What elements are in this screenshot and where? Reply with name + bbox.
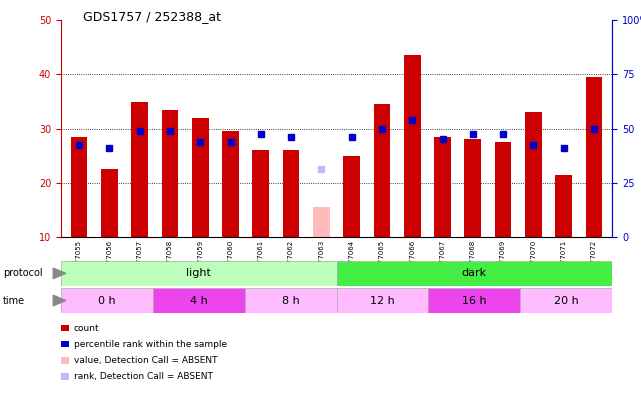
Bar [434,137,451,237]
Text: 16 h: 16 h [462,296,487,305]
Bar [555,175,572,237]
Bar [337,261,612,286]
Text: light: light [187,269,211,278]
Text: 0 h: 0 h [98,296,115,305]
Text: value, Detection Call = ABSENT: value, Detection Call = ABSENT [74,356,217,365]
Text: percentile rank within the sample: percentile rank within the sample [74,340,227,349]
Bar [131,102,148,237]
Bar [337,288,428,313]
Bar [245,288,337,313]
Text: time: time [3,296,26,305]
Bar [520,288,612,313]
Text: protocol: protocol [3,269,43,278]
Text: 4 h: 4 h [190,296,208,305]
Bar [61,288,153,313]
Bar [428,288,520,313]
Bar [313,207,329,237]
Bar [71,137,87,237]
Text: GDS1757 / 252388_at: GDS1757 / 252388_at [83,10,221,23]
Bar [61,261,337,286]
Bar [283,150,299,237]
Bar [465,139,481,237]
Text: rank, Detection Call = ABSENT: rank, Detection Call = ABSENT [74,372,213,381]
Bar [344,156,360,237]
Text: 8 h: 8 h [281,296,299,305]
Bar [192,118,208,237]
Text: 12 h: 12 h [370,296,395,305]
Text: dark: dark [462,269,487,278]
Text: count: count [74,324,99,333]
Bar [586,77,603,237]
Bar [374,104,390,237]
Bar [495,142,512,237]
Bar [404,55,420,237]
Bar [525,112,542,237]
Bar [222,131,239,237]
Text: 20 h: 20 h [554,296,579,305]
Bar [162,110,178,237]
Bar [153,288,245,313]
Bar [253,150,269,237]
Bar [101,169,118,237]
